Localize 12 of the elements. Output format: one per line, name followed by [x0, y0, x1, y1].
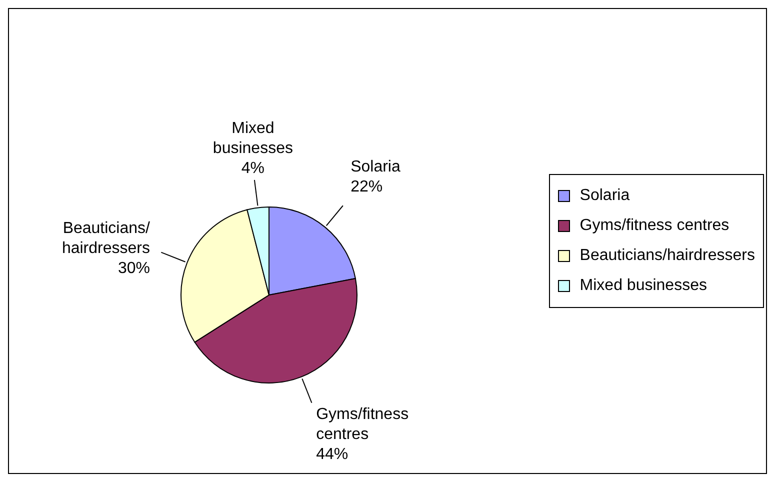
data-label: 30% — [118, 260, 150, 277]
data-label: 22% — [350, 178, 383, 196]
legend-label: Gyms/fitness centres — [580, 217, 730, 235]
data-label: 4% — [241, 160, 265, 178]
slice-label: Mixed businesses — [212, 120, 293, 158]
legend-label: Solaria — [580, 187, 630, 205]
legend-label: Mixed businesses — [580, 277, 707, 295]
slice-label: Gyms/fitness centres — [316, 406, 409, 444]
slice-label: Solaria — [350, 158, 400, 176]
legend-label: Beauticians/hairdressers — [580, 247, 755, 265]
data-label: 44% — [316, 446, 348, 464]
slice-label: Beauticians/hairdressers — [62, 220, 151, 257]
